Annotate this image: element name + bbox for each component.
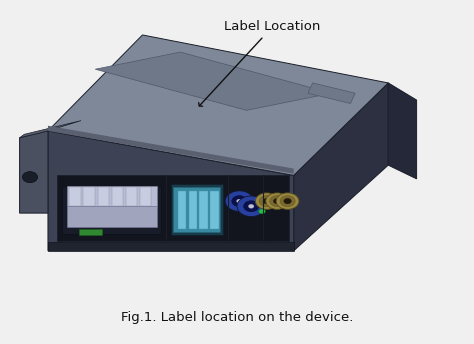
Circle shape	[270, 196, 285, 207]
Text: Fig.1. Label location on the device.: Fig.1. Label location on the device.	[121, 311, 353, 324]
Polygon shape	[62, 186, 161, 234]
Polygon shape	[48, 242, 294, 251]
Circle shape	[232, 196, 247, 207]
Circle shape	[255, 193, 278, 209]
Polygon shape	[19, 131, 48, 213]
Polygon shape	[178, 191, 186, 228]
Circle shape	[259, 196, 274, 207]
Circle shape	[244, 201, 259, 212]
Text: Label Location: Label Location	[199, 20, 320, 106]
Circle shape	[273, 198, 281, 204]
Polygon shape	[48, 131, 294, 251]
Polygon shape	[140, 187, 152, 206]
Circle shape	[22, 172, 37, 183]
Polygon shape	[112, 187, 123, 206]
Circle shape	[225, 191, 254, 212]
Circle shape	[237, 196, 265, 216]
Polygon shape	[69, 187, 81, 206]
Polygon shape	[294, 83, 388, 251]
Circle shape	[280, 196, 295, 207]
Polygon shape	[173, 187, 220, 232]
Polygon shape	[48, 35, 388, 175]
Polygon shape	[48, 126, 294, 174]
Polygon shape	[199, 191, 208, 228]
Polygon shape	[67, 206, 156, 227]
Polygon shape	[171, 184, 223, 235]
Polygon shape	[57, 175, 289, 240]
Polygon shape	[83, 187, 95, 206]
Circle shape	[284, 198, 292, 204]
Polygon shape	[126, 187, 137, 206]
Polygon shape	[19, 121, 81, 138]
Circle shape	[259, 209, 265, 214]
Polygon shape	[95, 52, 331, 110]
Circle shape	[266, 193, 289, 209]
Circle shape	[248, 204, 254, 208]
Polygon shape	[98, 187, 109, 206]
Polygon shape	[308, 83, 355, 104]
Polygon shape	[210, 191, 219, 228]
Circle shape	[263, 198, 271, 204]
Polygon shape	[189, 191, 197, 228]
Polygon shape	[79, 228, 102, 235]
Polygon shape	[388, 83, 417, 179]
Circle shape	[276, 193, 299, 209]
Circle shape	[237, 199, 242, 203]
Polygon shape	[67, 186, 156, 206]
